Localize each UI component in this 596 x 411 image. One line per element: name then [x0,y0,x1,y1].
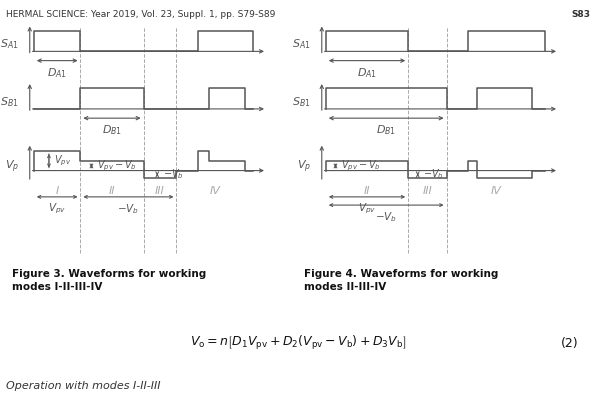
Text: $-V_b$: $-V_b$ [117,202,139,216]
Text: (2): (2) [560,337,578,350]
Text: $V_{pv}-V_b$: $V_{pv}-V_b$ [341,159,381,173]
Text: $V_{pv}$: $V_{pv}$ [54,154,72,168]
Text: $-V_b$: $-V_b$ [423,168,444,181]
Text: $V_{pv}$: $V_{pv}$ [358,202,376,217]
Text: $-V_b$: $-V_b$ [163,168,184,181]
Text: Operation with modes I-II-III: Operation with modes I-II-III [6,381,160,391]
Text: Figure 4. Waveforms for working
modes II-III-IV: Figure 4. Waveforms for working modes II… [304,269,498,292]
Text: $S_{A1}$: $S_{A1}$ [292,37,311,51]
Text: $V_p$: $V_p$ [5,158,19,175]
Text: $S_{B1}$: $S_{B1}$ [0,95,19,109]
Text: S83: S83 [571,10,590,19]
Text: Figure 3. Waveforms for working
modes I-II-III-IV: Figure 3. Waveforms for working modes I-… [12,269,206,292]
Text: HERMAL SCIENCE: Year 2019, Vol. 23, Suppl. 1, pp. S79-S89: HERMAL SCIENCE: Year 2019, Vol. 23, Supp… [6,10,275,19]
Text: III: III [155,186,165,196]
Text: $S_{A1}$: $S_{A1}$ [0,37,19,51]
Text: I: I [55,186,59,196]
Text: $V_\mathrm{o} = n\left[ D_1 V_\mathrm{pv} + D_2(V_\mathrm{pv} - V_\mathrm{b}) + : $V_\mathrm{o} = n\left[ D_1 V_\mathrm{pv… [190,334,406,352]
Text: $V_{pv}-V_b$: $V_{pv}-V_b$ [97,159,137,173]
Text: $-V_b$: $-V_b$ [375,210,397,224]
Text: $S_{B1}$: $S_{B1}$ [292,95,311,109]
Text: $V_{pv}$: $V_{pv}$ [48,202,66,217]
Text: $D_{A1}$: $D_{A1}$ [47,66,67,80]
Text: $V_p$: $V_p$ [297,158,311,175]
Text: $D_{B1}$: $D_{B1}$ [376,123,396,137]
Text: $D_{A1}$: $D_{A1}$ [357,66,377,80]
Text: II: II [108,186,115,196]
Text: IV: IV [491,186,501,196]
Text: III: III [423,186,432,196]
Text: $D_{B1}$: $D_{B1}$ [102,123,122,137]
Text: II: II [364,186,370,196]
Text: IV: IV [209,186,221,196]
